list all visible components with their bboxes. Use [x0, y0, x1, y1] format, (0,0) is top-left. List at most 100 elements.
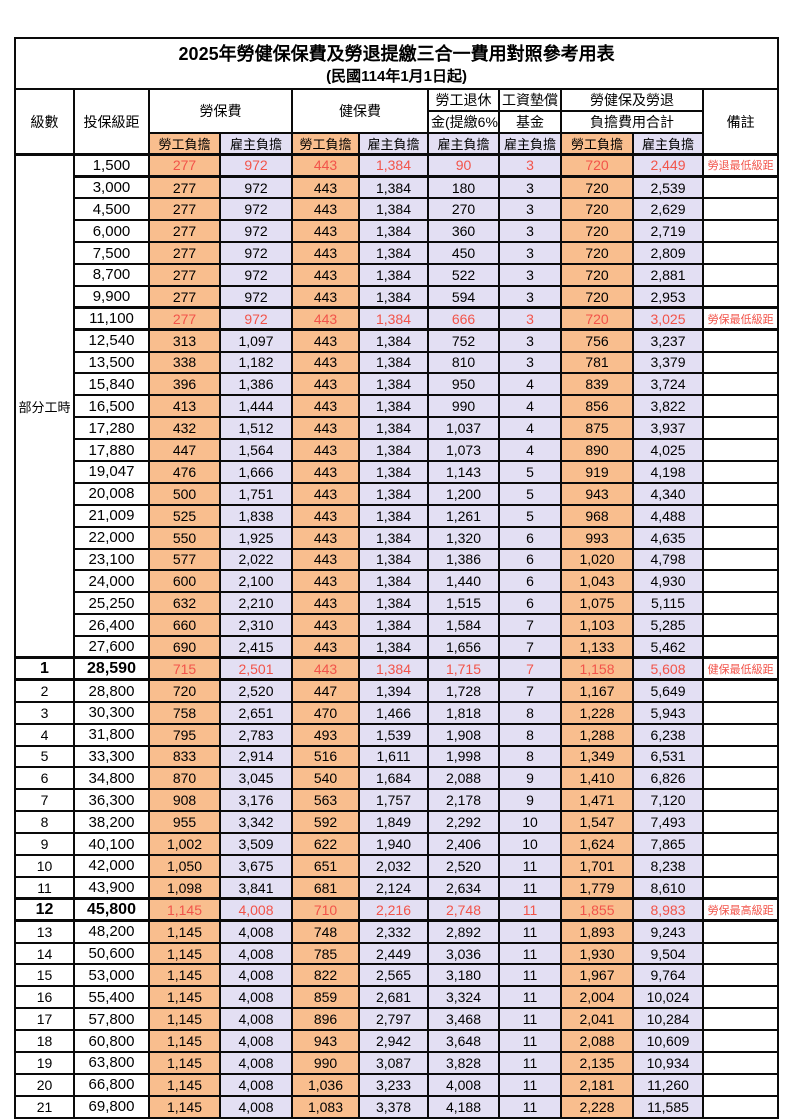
cell-total-employer: 2,449	[632, 153, 704, 178]
table-row: 12 45,800 1,145 4,008 710 2,216 2,748 11 1,855 8,…	[14, 897, 780, 923]
cell-pension-employer: 1,073	[427, 438, 500, 462]
table-row: 13,500 338 1,182 443 1,384 810 3 781 3,379	[15, 350, 780, 375]
cell-total-employee: 993	[560, 525, 634, 550]
table-row: 11 43,900 1,098 3,841 681 2,124 2,634 11 1,779 8,…	[14, 875, 780, 900]
cell-pension-employer: 1,715	[427, 656, 500, 682]
cell-wage-fund-employer: 8	[498, 700, 562, 725]
cell-bracket: 48,200	[73, 919, 150, 944]
cell-wage-fund-employer: 4	[498, 394, 562, 419]
cell-wage-fund-employer: 11	[498, 854, 562, 878]
cell-pension-employer: 1,143	[427, 459, 500, 484]
table-row: 8 38,200 955 3,342 592 1,849 2,292 10 1,547 7,493	[14, 810, 780, 835]
cell-health-employer: 1,384	[358, 503, 429, 528]
table-row: 1 28,590 715 2,501 443 1,384 1,715 7 1,158 5,608 健…	[14, 656, 780, 682]
cell-labor-employee: 338	[148, 350, 221, 375]
cell-level: 7	[14, 788, 75, 813]
cell-total-employer: 3,822	[632, 394, 704, 419]
cell-wage-fund-employer: 7	[498, 613, 562, 638]
cell-wage-fund-employer: 11	[498, 875, 562, 900]
cell-wage-fund-employer: 7	[498, 656, 562, 682]
cell-health-employee: 443	[291, 459, 360, 484]
cell-labor-employee: 870	[148, 766, 221, 791]
table-row: 7 36,300 908 3,176 563 1,757 2,178 9 1,471 7,120	[14, 788, 780, 813]
cell-pension-employer: 666	[427, 306, 500, 332]
title-row: 2025年勞健保保費及勞退提繳三合一費用對照參考用表 (民國114年1月1日起)	[13, 37, 780, 90]
cell-health-employer: 1,940	[358, 832, 429, 856]
cell-labor-employee: 277	[148, 241, 221, 265]
cell-labor-employer: 3,509	[219, 832, 293, 856]
cell-health-employer: 3,233	[358, 1072, 429, 1097]
cell-total-employee: 2,181	[560, 1072, 634, 1097]
cell-health-employee: 447	[291, 678, 360, 703]
table-row: 19 63,800 1,145 4,008 990 3,087 3,828 11 2,135 10…	[14, 1051, 780, 1075]
cell-health-employee: 493	[291, 722, 360, 747]
cell-health-employer: 1,384	[358, 459, 429, 484]
cell-health-employer: 1,384	[358, 328, 429, 353]
cell-pension-employer: 3,036	[427, 941, 500, 966]
cell-labor-employee: 1,098	[148, 875, 221, 900]
cell-bracket: 28,590	[73, 656, 150, 682]
cell-level: 9	[14, 832, 75, 856]
cell-health-employee: 443	[291, 262, 360, 287]
cell-total-employee: 720	[560, 241, 634, 265]
table-row: 2 28,800 720 2,520 447 1,394 1,728 7 1,167 5,649	[14, 678, 780, 703]
cell-total-employee: 720	[560, 197, 634, 222]
cell-level: 3	[14, 700, 75, 725]
cell-total-employee: 1,624	[560, 832, 634, 856]
table-row: 9 40,100 1,002 3,509 622 1,940 2,406 10 1,624 7,8…	[14, 832, 780, 856]
cell-remark	[701, 284, 780, 309]
cell-wage-fund-employer: 8	[498, 744, 562, 769]
cell-health-employer: 3,378	[358, 1094, 429, 1119]
cell-total-employer: 4,488	[632, 503, 704, 528]
cell-health-employer: 1,384	[358, 197, 429, 222]
header-row-2: 金(提繳6%) 基金 負擔費用合計	[15, 110, 778, 134]
cell-level: 16	[14, 985, 75, 1010]
cell-remark	[701, 438, 780, 462]
header-total-employee-share: 勞工負擔	[560, 132, 634, 156]
cell-remark	[701, 481, 780, 506]
cell-total-employer: 2,953	[632, 284, 704, 309]
cell-bracket: 17,880	[73, 438, 150, 462]
cell-level: 15	[14, 963, 75, 988]
cell-level: 4	[14, 722, 75, 747]
cell-labor-employer: 1,666	[219, 459, 293, 484]
cell-labor-employee: 413	[148, 394, 221, 419]
cell-total-employee: 1,167	[560, 678, 634, 703]
cell-labor-employer: 3,675	[219, 854, 293, 878]
cell-bracket: 16,500	[73, 394, 150, 419]
cell-pension-employer: 1,998	[427, 744, 500, 769]
cell-labor-employee: 955	[148, 810, 221, 835]
cell-wage-fund-employer: 11	[498, 941, 562, 966]
cell-total-employee: 1,228	[560, 700, 634, 725]
table-row: 12,540 313 1,097 443 1,384 752 3 756 3,237	[15, 328, 780, 353]
header-total-line1: 勞健保及勞退	[560, 88, 704, 112]
cell-total-employer: 10,934	[632, 1051, 704, 1075]
cell-labor-employer: 1,838	[219, 503, 293, 528]
cell-health-employer: 1,384	[358, 438, 429, 462]
cell-labor-employer: 4,008	[219, 919, 293, 944]
cell-labor-employer: 972	[219, 306, 293, 332]
cell-labor-employer: 4,008	[219, 941, 293, 966]
cell-wage-fund-employer: 3	[498, 197, 562, 222]
cell-level: 11	[14, 875, 75, 900]
cell-bracket: 4,500	[73, 197, 150, 222]
cell-labor-employee: 1,145	[148, 897, 221, 923]
cell-bracket: 17,280	[73, 416, 150, 441]
cell-bracket: 19,047	[73, 459, 150, 484]
cell-bracket: 15,840	[73, 372, 150, 397]
table-row: 21,009 525 1,838 443 1,384 1,261 5 968 4,488	[15, 503, 780, 528]
cell-total-employee: 756	[560, 328, 634, 353]
cell-total-employer: 5,462	[632, 635, 704, 659]
cell-total-employee: 1,893	[560, 919, 634, 944]
cell-health-employer: 1,611	[358, 744, 429, 769]
cell-total-employee: 2,041	[560, 1007, 634, 1032]
cell-labor-employee: 1,145	[148, 1051, 221, 1075]
cell-remark	[701, 569, 780, 594]
cell-labor-employee: 277	[148, 219, 221, 244]
cell-labor-employee: 396	[148, 372, 221, 397]
cell-remark	[701, 175, 780, 200]
cell-remark	[701, 788, 780, 813]
cell-wage-fund-employer: 11	[498, 1007, 562, 1032]
cell-health-employee: 1,036	[291, 1072, 360, 1097]
